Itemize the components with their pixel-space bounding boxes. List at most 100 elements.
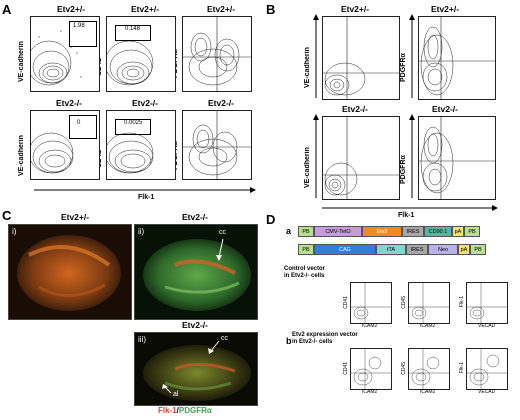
panel-b-title-3: Etv2-/- — [342, 104, 368, 114]
vector2-pb-left: PB — [298, 244, 314, 255]
d-expr-plot-1 — [350, 348, 392, 390]
d-control-plot-1 — [350, 282, 392, 324]
legend-separator: / — [176, 406, 179, 415]
flow-plot-a-het-pdgfr — [182, 16, 252, 92]
gate-a-het-ve — [69, 21, 97, 47]
panel-b-yarrow-3 — [313, 114, 319, 198]
panel-c-roman-iii: iii) — [138, 335, 146, 344]
flow-plot-b-ko-ve — [322, 116, 400, 200]
vector1-pb-left: PB — [298, 226, 314, 237]
panel-b-title-4: Etv2-/- — [432, 104, 458, 114]
panel-a-title-ko-1: Etv2-/- — [56, 98, 82, 108]
panel-c-cc-label-iii: cc — [221, 335, 228, 342]
panel-a-ylabel-ve-2: VE-cadherin — [18, 135, 25, 176]
panel-b-title-2: Etv2+/- — [430, 4, 460, 14]
panel-b-x-arrow — [322, 205, 498, 211]
panel-label-b: B — [266, 2, 276, 17]
panel-c-al-label: al — [173, 391, 179, 398]
panel-a-title-ko-3: Etv2-/- — [208, 98, 234, 108]
vector1-cmv-teto: CMV-TetO — [314, 226, 362, 237]
panel-d-label-a: a — [286, 226, 292, 236]
panel-a-x-arrow — [34, 187, 256, 193]
d-expr-plot-2 — [408, 348, 450, 390]
panel-b-yarrow-1 — [313, 14, 319, 98]
d-control-xlabel-1: ICAM2 — [362, 323, 378, 329]
panel-a-title-ko-2: Etv2-/- — [132, 98, 158, 108]
vector2-ires: IRES — [406, 244, 428, 255]
panel-label-d: D — [266, 212, 276, 227]
vector2-tta: tTA — [376, 244, 406, 255]
vector1-ires: IRES — [402, 226, 424, 237]
gate-a-het-cd41 — [115, 25, 151, 41]
d-expr-ylabel-1: CD41 — [343, 362, 349, 375]
gate-value-a-ko-cd41: 0.0025 — [124, 120, 143, 126]
vector1-cd90: CD90.1 — [424, 226, 452, 237]
expr-vector-text-1: Etv2 expression vector — [292, 332, 358, 338]
flow-plot-b-ko-pdgfr — [418, 116, 496, 200]
panel-b-ylabel-pdgfr-2: PDGFRα — [400, 155, 407, 184]
d-control-plot-3 — [466, 282, 508, 324]
d-expr-xlabel-1: ICAM2 — [362, 389, 378, 395]
control-vector-text-1: Control vector — [284, 266, 326, 272]
legend-flk1: Flk-1 — [158, 406, 177, 415]
gate-value-a-het-ve: 1.98 — [73, 23, 85, 29]
d-control-xlabel-3: VECAD — [478, 323, 496, 329]
vector1-etv2: Etv2 — [362, 226, 402, 237]
panel-a-title-het-1: Etv2+/- — [56, 4, 86, 14]
d-expr-xlabel-3: VECAD — [478, 389, 496, 395]
gate-a-ko-cd41 — [115, 119, 151, 135]
panel-label-c: C — [2, 208, 12, 223]
control-vector-text-2: in Etv2-/- cells — [284, 273, 325, 279]
vector2-neo: Neo — [428, 244, 458, 255]
legend-pdgfra: PDGFRα — [178, 406, 212, 415]
vector2-cag: CAG — [314, 244, 376, 255]
flow-plot-a-ko-ve: 0 — [30, 110, 100, 180]
flow-plot-b-het-pdgfr — [418, 16, 496, 100]
panel-b-title-1: Etv2+/- — [340, 4, 370, 14]
panel-c-title-ii: Etv2-/- — [182, 212, 208, 222]
d-expr-xlabel-2: ICAM2 — [420, 389, 436, 395]
panel-c-roman-i: i) — [12, 227, 17, 236]
vector2-pb-right: PB — [470, 244, 486, 255]
d-expr-ylabel-2: CD45 — [401, 362, 407, 375]
d-expr-ylabel-3: Flk-1 — [459, 362, 465, 374]
panel-b-ylabel-pdgfr-1: PDGFRα — [400, 53, 407, 82]
panel-a-ylabel-ve-1: VE-cadherin — [18, 41, 25, 82]
flow-plot-a-het-ve: 1.98 — [30, 16, 100, 92]
panel-a-xlabel: Flk-1 — [138, 194, 155, 201]
embryo-image-iii: iii) cc al — [134, 332, 258, 406]
d-control-plot-2 — [408, 282, 450, 324]
flow-plot-a-het-cd41: 0.148 — [106, 16, 176, 92]
panel-b-yarrow-2 — [409, 14, 415, 98]
panel-a-title-het-2: Etv2+/- — [130, 4, 160, 14]
panel-label-a: A — [2, 2, 12, 17]
vector2-pa: pA — [458, 244, 470, 255]
embryo-image-ii: ii) cc — [134, 224, 258, 320]
embryo-image-i: i) — [8, 224, 132, 320]
expr-vector-text-2: in Etv2-/- cells — [292, 339, 333, 345]
gate-value-a-het-cd41: 0.148 — [125, 26, 141, 32]
d-expr-plot-3 — [466, 348, 508, 390]
panel-b-xlabel: Flk-1 — [398, 212, 415, 219]
panel-d-label-b: b — [286, 336, 292, 346]
gate-value-a-ko-ve: 0 — [77, 120, 81, 126]
panel-c-cc-label-ii: cc — [219, 229, 226, 236]
panel-c-roman-ii: ii) — [138, 227, 145, 236]
vector1-pa: pA — [452, 226, 464, 237]
vector1-pb-right: PB — [464, 226, 480, 237]
gate-a-ko-ve — [69, 115, 97, 139]
panel-a-title-het-3: Etv2+/- — [206, 4, 236, 14]
flow-plot-a-ko-cd41: 0.0025 — [106, 110, 176, 180]
panel-c-legend: Flk-1/PDGFRα — [158, 406, 212, 415]
panel-c-title-i: Etv2+/- — [60, 212, 90, 222]
d-control-ylabel-1: CD41 — [343, 296, 349, 309]
flow-plot-a-ko-pdgfr — [182, 110, 252, 180]
panel-b-ylabel-ve-2: VE-cadherin — [304, 147, 311, 188]
d-control-ylabel-3: Flk-1 — [459, 296, 465, 308]
d-control-ylabel-2: CD45 — [401, 296, 407, 309]
panel-c-title-iii: Etv2-/- — [182, 320, 208, 330]
flow-plot-b-het-ve — [322, 16, 400, 100]
panel-b-yarrow-4 — [409, 114, 415, 198]
d-control-xlabel-2: ICAM2 — [420, 323, 436, 329]
panel-b-ylabel-ve-1: VE-cadherin — [304, 47, 311, 88]
